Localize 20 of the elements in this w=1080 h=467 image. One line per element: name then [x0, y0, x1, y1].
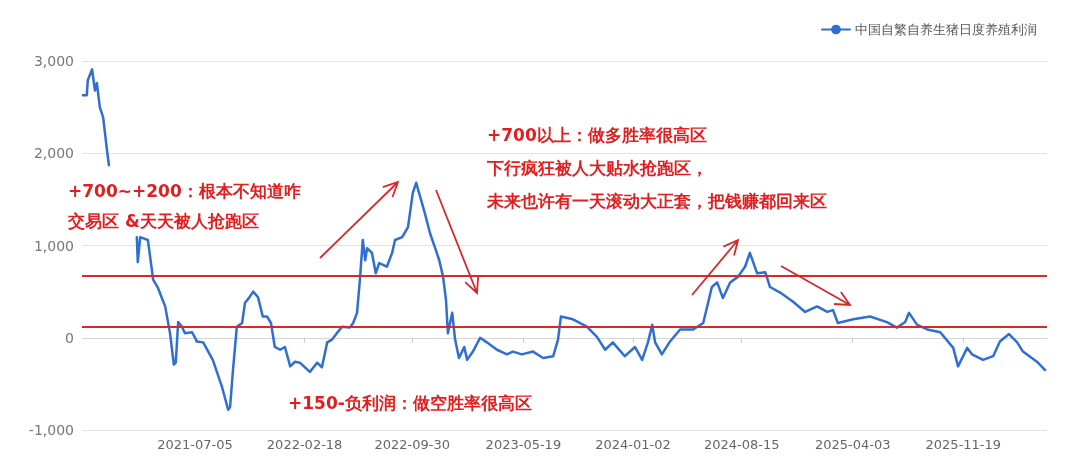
legend-label: 中国自繁自养生猪日度养殖利润	[855, 22, 1037, 37]
y-tick-label: 3,000	[33, 53, 74, 69]
x-tick-label: 2022-09-30	[374, 437, 451, 452]
x-tick-label: 2021-07-05	[157, 437, 233, 452]
annotation: +700~+200：根本不知道咋	[68, 181, 301, 201]
y-tick-label: 2,000	[33, 145, 74, 162]
y-tick-label: 0	[65, 329, 74, 346]
x-tick-label: 2023-05-19	[485, 437, 562, 452]
annotation: +700以上：做多胜率很高区	[487, 125, 707, 145]
annotation: 未来也许有一天滚动大正套，把钱赚都回来区	[486, 191, 827, 211]
x-tick-label: 2022-02-18	[266, 437, 343, 452]
x-tick-label: 2024-08-15	[703, 437, 780, 452]
annotation: +150-负利润：做空胜率很高区	[288, 393, 532, 413]
annotation: 交易区 &天天被人抢跑区	[67, 211, 259, 231]
x-tick-label: 2025-04-03	[814, 437, 891, 452]
annotation: 下行疯狂被人大贴水抢跑区，	[486, 158, 708, 178]
y-tick-label: -1,000	[28, 422, 74, 438]
x-tick-label: 2024-01-02	[595, 437, 671, 452]
x-tick-label: 2025-11-19	[925, 437, 1002, 452]
y-tick-label: 1,000	[33, 237, 74, 254]
